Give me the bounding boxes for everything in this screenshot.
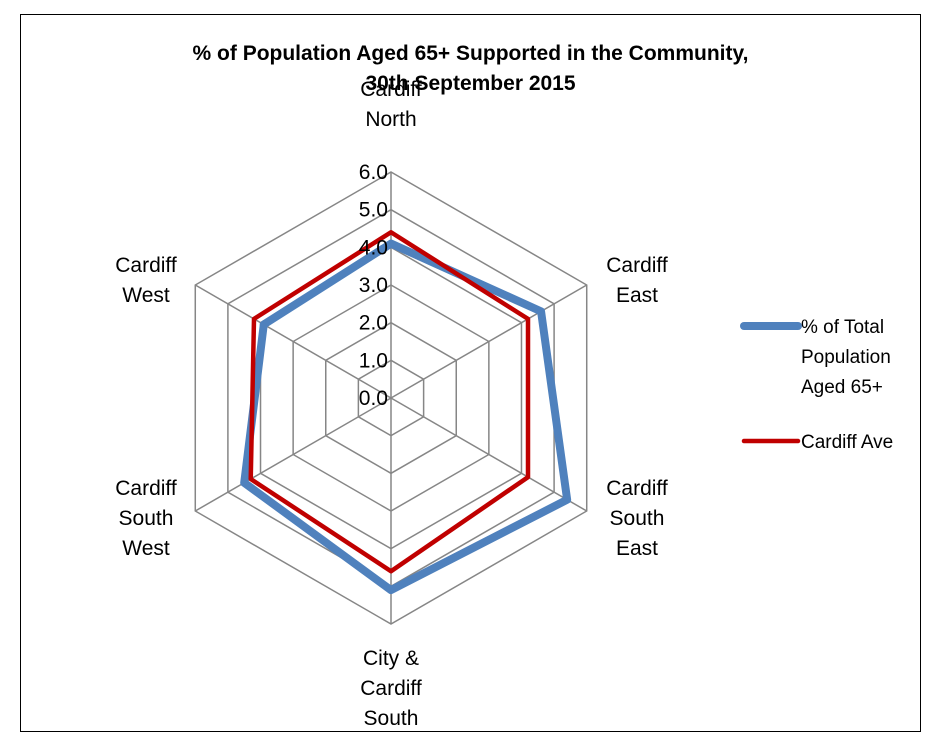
tick-label: 0.0 bbox=[359, 387, 388, 410]
category-label-6: Cardiff West bbox=[115, 254, 177, 307]
legend-label-line: Population bbox=[801, 347, 891, 368]
category-label-line: Cardiff bbox=[606, 477, 668, 500]
legend-label-line: Cardiff Ave bbox=[801, 432, 893, 453]
grid-spoke bbox=[390, 284, 588, 399]
chart-title-line-2: 30th September 2015 bbox=[365, 72, 576, 95]
category-label-line: East bbox=[616, 284, 658, 307]
category-label-line: City & bbox=[363, 647, 419, 670]
category-label-line: North bbox=[365, 108, 416, 131]
radar-category-labels: CardiffNorthCardiffEastCardiffSouthEastC… bbox=[115, 78, 668, 730]
grid-spoke bbox=[194, 397, 392, 512]
legend-item-2: Cardiff Ave bbox=[741, 432, 893, 453]
chart-title: % of Population Aged 65+ Supported in th… bbox=[21, 39, 920, 99]
category-label-line: South bbox=[119, 507, 174, 530]
category-label-line: Cardiff bbox=[606, 254, 668, 277]
tick-label: 4.0 bbox=[359, 236, 388, 259]
category-label-line: Cardiff bbox=[115, 254, 177, 277]
category-label-3: Cardiff South East bbox=[606, 477, 668, 560]
category-label-line: West bbox=[122, 284, 170, 307]
legend-item-1: % of Total Population Aged 65+ bbox=[740, 317, 891, 398]
chart-frame: % of Population Aged 65+ Supported in th… bbox=[20, 14, 921, 732]
category-label-line: West bbox=[122, 537, 170, 560]
category-label-4: City & Cardiff South bbox=[360, 647, 422, 730]
series-line-1 bbox=[240, 239, 572, 595]
category-label-line: Cardiff bbox=[360, 677, 422, 700]
legend-label-line: Aged 65+ bbox=[801, 377, 883, 398]
category-label-2: Cardiff East bbox=[606, 254, 668, 307]
category-label-1: Cardiff North bbox=[360, 78, 422, 131]
category-label-line: Cardiff bbox=[360, 78, 422, 101]
category-label-line: South bbox=[364, 707, 419, 730]
tick-label: 1.0 bbox=[359, 349, 388, 372]
tick-label: 6.0 bbox=[359, 161, 388, 184]
legend-label-line: % of Total bbox=[801, 317, 884, 338]
category-label-line: South bbox=[610, 507, 665, 530]
tick-label: 2.0 bbox=[359, 312, 388, 335]
grid-spoke bbox=[390, 397, 588, 512]
chart-title-line-1: % of Population Aged 65+ Supported in th… bbox=[192, 42, 749, 65]
series-line-2 bbox=[248, 230, 531, 574]
tick-label: 3.0 bbox=[359, 274, 388, 297]
tick-label: 5.0 bbox=[359, 199, 388, 222]
category-label-line: East bbox=[616, 537, 658, 560]
radar-series bbox=[240, 230, 572, 595]
category-label-line: Cardiff bbox=[115, 477, 177, 500]
radar-tick-labels: 0.0 1.0 2.0 3.0 4.0 5.0 6.0 bbox=[359, 161, 388, 410]
category-label-5: Cardiff South West bbox=[115, 477, 177, 560]
grid-spoke bbox=[194, 284, 392, 399]
legend: % of Total Population Aged 65+ Cardiff Ave bbox=[740, 317, 893, 453]
